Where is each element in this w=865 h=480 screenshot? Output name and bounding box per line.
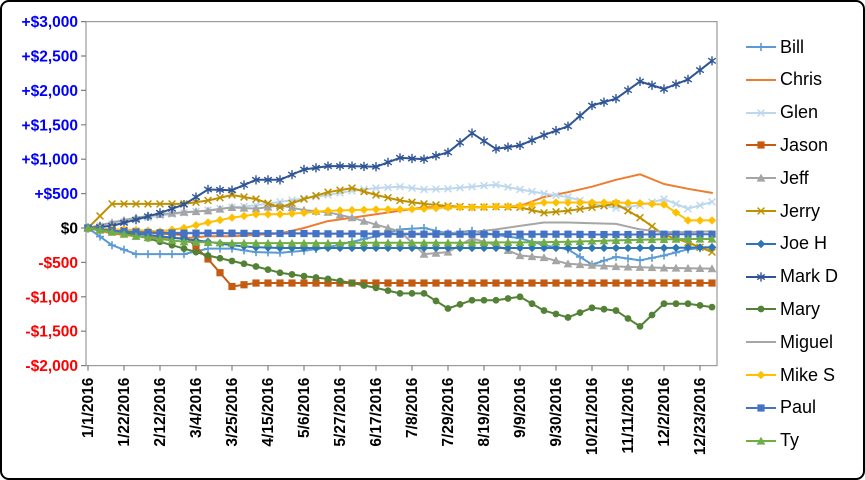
x-axis-label: 1/22/2016 <box>116 377 133 446</box>
x-axis-label: 5/27/2016 <box>332 377 349 446</box>
y-axis-label: -$1,500 <box>25 324 78 341</box>
x-axis-label: 12/23/2016 <box>692 377 709 455</box>
legend-item-paul[interactable]: Paul <box>745 397 816 419</box>
legend-label: Glen <box>780 102 819 123</box>
legend-swatch-icon <box>746 207 776 215</box>
legend-item-jerry[interactable]: Jerry <box>745 200 820 222</box>
legend-item-mark-d[interactable]: Mark D <box>745 266 838 288</box>
y-axis-label: -$500 <box>38 255 78 272</box>
legend-label: Jeff <box>780 167 809 188</box>
x-axis-label: 6/17/2016 <box>368 377 385 446</box>
x-axis-label: 3/4/2016 <box>188 377 205 438</box>
chart-legend: Bill Chris Glen Jason Jeff Jerry Joe H Mark D Ma… <box>745 2 863 478</box>
x-axis-label: 4/15/2016 <box>260 377 277 446</box>
legend-swatch-icon <box>746 370 776 380</box>
legend-swatch-icon <box>746 173 776 182</box>
legend-label: Chris <box>780 69 823 90</box>
x-axis-label: 10/21/2016 <box>584 377 601 455</box>
x-axis-label: 9/9/2016 <box>512 377 529 438</box>
x-axis-label: 8/19/2016 <box>476 377 493 446</box>
y-axis-label: +$3,000 <box>22 14 78 31</box>
series-paul <box>84 224 716 239</box>
y-axis-label: +$2,500 <box>22 49 78 66</box>
x-axis-label: 1/1/2016 <box>80 377 97 438</box>
legend-label: Miguel <box>780 331 834 352</box>
x-axis-label: 11/11/2016 <box>620 377 637 453</box>
legend-item-jason[interactable]: Jason <box>745 134 828 156</box>
legend-swatch-icon <box>746 271 776 282</box>
legend-label: Joe H <box>780 233 828 254</box>
legend-item-mike-s[interactable]: Mike S <box>745 364 835 386</box>
legend-item-mary[interactable]: Mary <box>745 298 820 320</box>
y-axis-label: -$2,000 <box>25 358 78 375</box>
y-axis-label: +$500 <box>34 186 78 203</box>
y-axis-label: -$1,000 <box>25 289 78 306</box>
legend-item-joe-h[interactable]: Joe H <box>745 233 827 255</box>
x-axis-label: 7/29/2016 <box>440 377 457 446</box>
x-axis-label: 5/6/2016 <box>296 377 313 438</box>
x-axis-label: 2/12/2016 <box>152 377 169 446</box>
y-axis-label: +$1,500 <box>22 117 78 134</box>
legend-swatch-icon <box>746 436 776 445</box>
legend-swatch-icon <box>746 108 776 117</box>
legend-item-chris[interactable]: Chris <box>745 69 822 91</box>
x-axis-label: 12/2/2016 <box>656 377 673 446</box>
x-axis-label: 3/25/2016 <box>224 377 241 446</box>
legend-swatch-icon <box>746 341 776 344</box>
legend-swatch-icon <box>746 141 776 149</box>
legend-label: Mark D <box>780 266 838 287</box>
legend-label: Paul <box>780 397 817 418</box>
y-axis-label: +$1,000 <box>22 152 78 169</box>
y-axis-label: $0 <box>61 221 78 238</box>
legend-swatch-icon <box>746 305 776 313</box>
y-axis-label: +$2,000 <box>22 83 78 100</box>
legend-swatch-icon <box>746 239 776 248</box>
legend-label: Ty <box>780 430 800 451</box>
legend-item-glen[interactable]: Glen <box>745 102 818 124</box>
legend-item-miguel[interactable]: Miguel <box>745 331 833 353</box>
legend-label: Mike S <box>780 364 836 385</box>
legend-label: Jerry <box>780 200 820 221</box>
legend-swatch-icon <box>746 404 776 412</box>
legend-label: Mary <box>780 298 820 319</box>
series-mark-d <box>83 56 717 233</box>
legend-item-bill[interactable]: Bill <box>745 36 804 58</box>
legend-swatch-icon <box>746 43 776 51</box>
legend-label: Jason <box>780 134 829 155</box>
legend-label: Bill <box>780 36 805 57</box>
x-axis-label: 7/8/2016 <box>404 377 421 438</box>
legend-item-jeff[interactable]: Jeff <box>745 167 809 189</box>
legend-item-ty[interactable]: Ty <box>745 430 799 452</box>
x-axis-label: 9/30/2016 <box>548 377 565 446</box>
series-ty <box>83 223 717 247</box>
series-mary <box>84 224 716 330</box>
legend-swatch-icon <box>746 78 776 81</box>
